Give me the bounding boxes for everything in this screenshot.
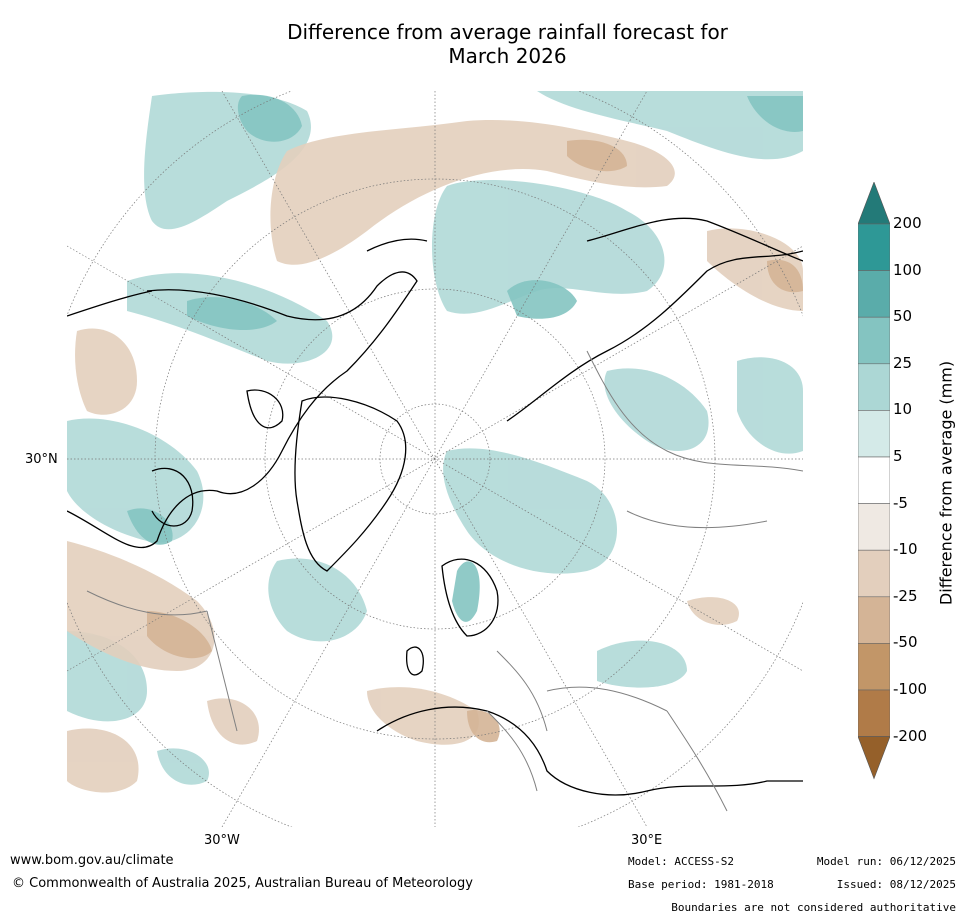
colorbar-tick-label: -100 xyxy=(893,680,928,698)
map-title-line-2: March 2026 xyxy=(448,44,567,68)
strong-drier-cores xyxy=(147,139,803,743)
europe-coast xyxy=(376,706,803,796)
coastlines xyxy=(67,217,803,796)
colorbar-cells xyxy=(858,182,890,780)
colorbar-cell xyxy=(858,456,890,504)
rainfall-anomaly-map xyxy=(67,91,803,827)
colorbar-tick-label: 100 xyxy=(893,260,922,279)
colorbar-tick-label: -5 xyxy=(893,493,908,512)
colorbar-cell xyxy=(858,503,890,551)
colorbar-cell xyxy=(858,410,890,458)
hudson-bay-coast xyxy=(151,467,194,527)
chukotka-coast xyxy=(366,238,428,252)
colorbar-tick-label: 200 xyxy=(893,214,922,232)
colorbar-tick-label: -10 xyxy=(893,540,918,559)
colorbar-tick-label: -200 xyxy=(893,726,928,745)
map-title: Difference from average rainfall forecas… xyxy=(200,20,815,68)
colorbar xyxy=(858,182,890,780)
colorbar-cell xyxy=(858,223,890,271)
colorbar-cell xyxy=(858,549,890,598)
lat-label-30n: 30°N xyxy=(25,452,58,467)
colorbar-tick-label: -50 xyxy=(893,633,918,652)
website-link[interactable]: www.bom.gov.au/climate xyxy=(10,853,174,868)
colorbar-cell xyxy=(858,363,890,411)
model-name: Model: ACCESS-S2 xyxy=(628,855,734,868)
lon-label-30w: 30°W xyxy=(204,833,240,848)
country-boundaries xyxy=(86,350,803,812)
colorbar-cell xyxy=(858,270,890,318)
greenland-coast xyxy=(294,396,407,572)
scandinavia-coast xyxy=(441,558,499,637)
colorbar-extend-bottom xyxy=(858,736,890,780)
map-title-line-1: Difference from average rainfall forecas… xyxy=(287,20,728,44)
colorbar-tick-label: 25 xyxy=(893,353,913,372)
colorbar-tick-label: 5 xyxy=(893,447,903,465)
north-america-coast xyxy=(67,271,418,549)
arctic-islands xyxy=(246,389,284,429)
strong-wetter-cores xyxy=(127,94,803,622)
model-run: Model run: 06/12/2025 xyxy=(816,855,956,868)
british-isles xyxy=(406,646,424,676)
copyright-text: © Commonwealth of Australia 2025, Austra… xyxy=(12,876,473,891)
colorbar-tick-label: 50 xyxy=(893,307,913,326)
colorbar-cell xyxy=(858,643,890,691)
issued-date: Issued: 08/12/2025 xyxy=(836,878,956,891)
graticule xyxy=(67,91,803,827)
colorbar-tick-label: -25 xyxy=(893,586,918,605)
colorbar-cell xyxy=(858,689,890,737)
asia-north-coast xyxy=(506,250,803,422)
colorbar-tick-label: 10 xyxy=(893,400,913,419)
alaska-coast xyxy=(67,290,153,317)
base-period: Base period: 1981-2018 xyxy=(628,878,774,891)
boundary-disclaimer: Boundaries are not considered authoritat… xyxy=(671,901,956,914)
colorbar-cell xyxy=(858,596,890,644)
colorbar-cell xyxy=(858,316,890,365)
lon-label-30e: 30°E xyxy=(631,833,663,848)
colorbar-title: Difference from average (mm) xyxy=(936,360,956,606)
colorbar-extend-top xyxy=(858,182,890,225)
siberia-coast xyxy=(586,217,803,262)
